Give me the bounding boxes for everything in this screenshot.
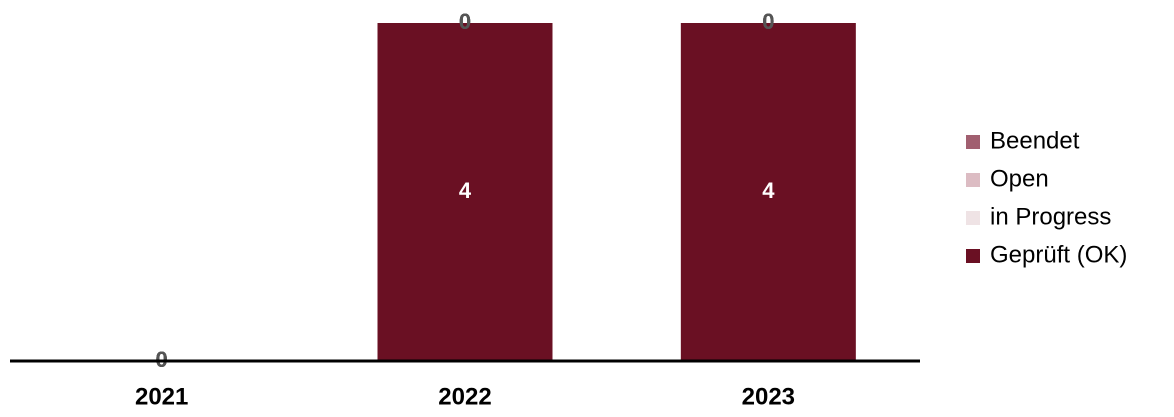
data-label: 0 bbox=[156, 347, 168, 372]
data-label: 0 bbox=[459, 9, 471, 34]
legend-label: Beendet bbox=[990, 127, 1080, 154]
data-label: 0 bbox=[156, 347, 168, 372]
bar-segment bbox=[377, 23, 553, 361]
data-label: 0 bbox=[762, 9, 774, 34]
legend-swatch bbox=[966, 173, 980, 187]
data-label: 0 bbox=[459, 9, 471, 34]
legend-swatch bbox=[966, 135, 980, 149]
data-label: 0 bbox=[459, 9, 471, 34]
legend-label: in Progress bbox=[990, 203, 1111, 230]
bar-segment bbox=[680, 23, 856, 361]
data-label: 0 bbox=[762, 9, 774, 34]
data-label: 0 bbox=[762, 9, 774, 34]
data-label: 4 bbox=[459, 178, 472, 203]
x-tick-label: 2023 bbox=[742, 383, 795, 410]
data-label: 4 bbox=[762, 178, 775, 203]
x-tick-label: 2022 bbox=[438, 383, 491, 410]
legend-swatch bbox=[966, 249, 980, 263]
data-label: 0 bbox=[156, 347, 168, 372]
x-tick-label: 2021 bbox=[135, 383, 188, 410]
data-label: 0 bbox=[156, 347, 168, 372]
legend-label: Open bbox=[990, 165, 1049, 192]
legend-swatch bbox=[966, 211, 980, 225]
legend-label: Geprüft (OK) bbox=[990, 241, 1127, 268]
